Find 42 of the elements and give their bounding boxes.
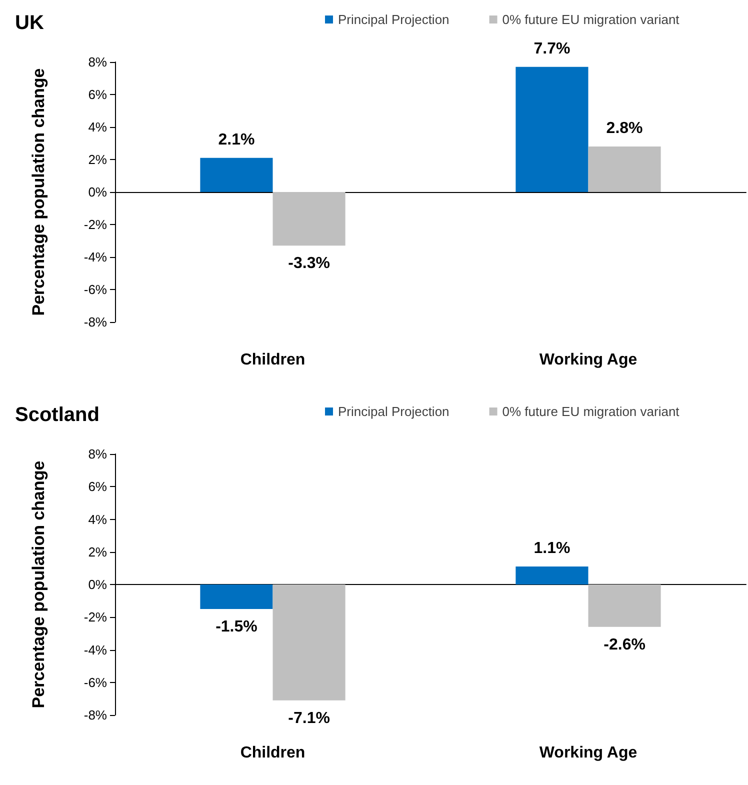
bar — [588, 146, 661, 192]
y-tick-label: -4% — [84, 642, 108, 658]
chart-title: Scotland — [15, 404, 100, 426]
chart-title: UK — [15, 12, 44, 34]
y-axis-title: Percentage population change — [29, 460, 48, 708]
data-label: -7.1% — [288, 710, 330, 727]
y-axis-title: Percentage population change — [29, 68, 48, 316]
y-tick-label: 8% — [88, 54, 108, 70]
y-tick-label: 6% — [88, 479, 108, 494]
y-tick-label: -6% — [84, 674, 108, 690]
y-tick-label: 4% — [88, 512, 108, 527]
y-tick-label: 6% — [88, 87, 108, 102]
x-tick-label: Children — [240, 352, 306, 368]
y-tick-label: 0% — [88, 184, 108, 200]
y-tick-label: 8% — [88, 446, 108, 462]
data-label: 2.8% — [606, 120, 643, 137]
y-tick-label: -8% — [84, 314, 108, 330]
y-tick-label: -4% — [84, 250, 108, 264]
data-label: 1.1% — [534, 540, 570, 558]
y-tick-label: 2% — [88, 544, 108, 560]
y-tick-label: -2% — [84, 610, 108, 625]
legend-label: 0% future EU migration variant — [502, 404, 680, 419]
y-tick-label: 4% — [88, 120, 108, 134]
legend-label: Principal Projection — [338, 12, 450, 27]
y-tick-label: -8% — [84, 708, 108, 722]
x-tick-label: Children — [240, 744, 306, 762]
bar — [516, 66, 588, 192]
data-label: 7.7% — [534, 40, 570, 58]
data-label: -3.3% — [288, 255, 330, 272]
legend-label: Principal Projection — [338, 404, 450, 419]
y-tick-label: -6% — [84, 282, 108, 297]
y-tick-label: -2% — [84, 217, 108, 232]
data-label: -2.6% — [604, 636, 646, 654]
x-tick-label: Working Age — [539, 744, 638, 762]
legend-label: 0% future EU migration variant — [502, 12, 680, 27]
bar — [272, 192, 346, 246]
bar — [200, 158, 273, 192]
y-tick-label: 2% — [88, 152, 108, 167]
data-label: -1.5% — [216, 618, 258, 636]
x-tick-label: Working Age — [539, 352, 638, 368]
data-label: 2.1% — [218, 131, 255, 148]
y-tick-label: 0% — [88, 577, 108, 592]
